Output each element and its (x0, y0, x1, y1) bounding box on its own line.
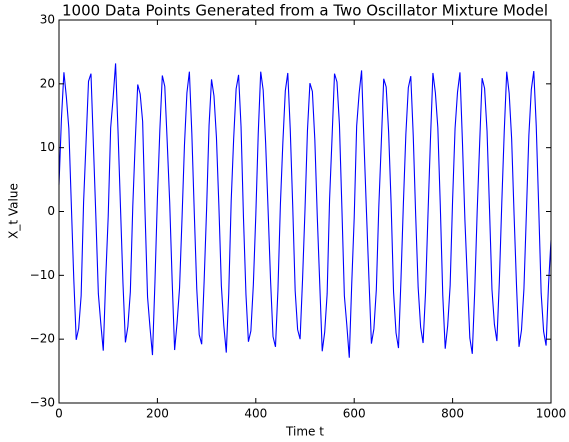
y-tick-label: −10 (30, 268, 55, 282)
plot-frame (58, 19, 552, 404)
y-tick-label: −30 (30, 396, 55, 410)
y-tick-label: 10 (40, 140, 55, 154)
chart-title: 1000 Data Points Generated from a Two Os… (62, 2, 548, 20)
x-tick-label: 200 (146, 407, 169, 421)
x-tick-label: 800 (441, 407, 464, 421)
x-axis-label: Time t (285, 425, 324, 439)
x-tick-label: 0 (55, 407, 63, 421)
x-tick-label: 400 (244, 407, 267, 421)
y-tick-label: 30 (40, 13, 55, 27)
y-tick-label: 0 (47, 204, 55, 218)
x-tick-label: 1000 (536, 407, 567, 421)
y-axis-label: X_t Value (7, 183, 21, 239)
y-tick-label: 20 (40, 76, 55, 90)
x-tick-label: 600 (343, 407, 366, 421)
y-tick-label: −20 (30, 332, 55, 346)
data-line (58, 63, 552, 358)
